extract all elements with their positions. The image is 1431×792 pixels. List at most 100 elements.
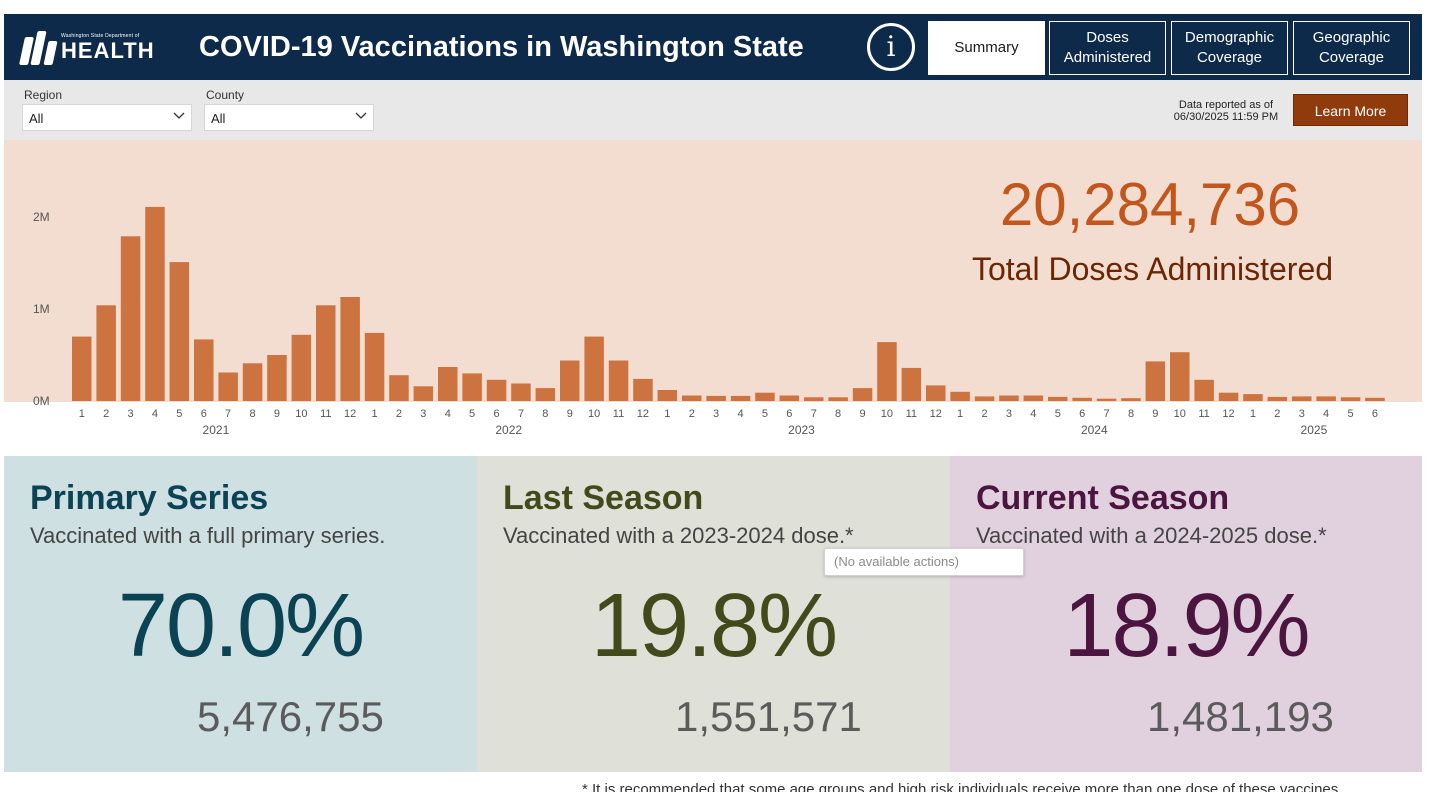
chart-bar[interactable]: [901, 367, 922, 401]
chart-bar[interactable]: [340, 297, 360, 401]
x-tick-label: 5: [469, 408, 475, 420]
chart-bar[interactable]: [682, 395, 702, 402]
chart-bar[interactable]: [242, 363, 263, 401]
y-tick-label: 2M: [33, 210, 50, 224]
chart-bar[interactable]: [194, 339, 214, 401]
chevron-down-icon: [173, 112, 185, 119]
x-tick-label: 11: [1198, 408, 1209, 420]
chart-bar[interactable]: [96, 305, 116, 401]
chart-bar[interactable]: [438, 367, 458, 401]
tab-geographic-coverage[interactable]: Geographic Coverage: [1293, 21, 1410, 75]
chart-bar[interactable]: [291, 334, 312, 401]
chart-bar[interactable]: [1292, 396, 1312, 401]
chart-bar[interactable]: [486, 379, 507, 401]
chart-bar[interactable]: [389, 375, 409, 401]
chart-bar[interactable]: [267, 355, 287, 401]
x-tick-label: 12: [637, 408, 649, 420]
chart-bar[interactable]: [877, 342, 897, 401]
chart-bar[interactable]: [974, 396, 995, 401]
chart-bar[interactable]: [364, 332, 385, 401]
last-season-percent: 19.8%: [590, 576, 838, 676]
current-season-card[interactable]: Current Season Vaccinated with a 2024-20…: [950, 456, 1422, 772]
year-label: 2021: [203, 423, 230, 437]
chart-bar[interactable]: [1145, 361, 1166, 401]
doh-logo[interactable]: Washington State Department of HEALTH: [19, 28, 155, 68]
x-tick-label: 11: [613, 408, 624, 420]
x-tick-label: 3: [713, 408, 719, 420]
total-doses-label: Total Doses Administered: [971, 251, 1334, 287]
x-tick-label: 2: [689, 408, 695, 420]
chart-bar[interactable]: [633, 378, 653, 401]
chart-bar[interactable]: [462, 373, 482, 401]
chart-bar[interactable]: [1096, 398, 1117, 401]
chart-bar[interactable]: [926, 385, 946, 401]
info-icon[interactable]: i: [867, 23, 915, 71]
logo-small-text: Washington State Department of: [61, 33, 140, 39]
chart-bar[interactable]: [72, 336, 92, 401]
chart-bar[interactable]: [1243, 394, 1263, 401]
chart-bar[interactable]: [1267, 396, 1288, 401]
chart-bar[interactable]: [218, 372, 238, 402]
region-dropdown[interactable]: All: [22, 104, 192, 131]
chart-bar[interactable]: [560, 360, 580, 402]
chart-bar[interactable]: [535, 388, 556, 401]
chart-bar[interactable]: [1316, 396, 1336, 401]
chart-bar[interactable]: [1048, 396, 1068, 401]
x-tick-label: 5: [762, 408, 768, 420]
x-tick-label: 10: [295, 408, 307, 420]
chart-bar[interactable]: [1023, 395, 1044, 402]
chart-bar[interactable]: [1365, 397, 1385, 401]
chart-bar[interactable]: [169, 262, 190, 401]
learn-more-button[interactable]: Learn More: [1293, 94, 1408, 126]
x-tick-label: 8: [249, 408, 255, 420]
chart-bar[interactable]: [1218, 392, 1239, 401]
chart-bar[interactable]: [730, 395, 751, 401]
chart-bar[interactable]: [120, 236, 141, 401]
chart-bar[interactable]: [316, 305, 336, 401]
x-tick-label: 1: [371, 408, 377, 420]
x-tick-label: 9: [1152, 408, 1158, 420]
tab-summary[interactable]: Summary: [928, 21, 1045, 75]
chart-bar[interactable]: [511, 383, 531, 402]
primary-series-card[interactable]: Primary Series Vaccinated with a full pr…: [4, 456, 477, 772]
chart-bar[interactable]: [950, 391, 970, 401]
chart-bar[interactable]: [608, 360, 629, 402]
chart-bar[interactable]: [852, 388, 873, 401]
chart-bar[interactable]: [999, 395, 1019, 402]
chart-bar[interactable]: [706, 395, 726, 401]
x-tick-label: 3: [1299, 408, 1305, 420]
chart-bar[interactable]: [755, 392, 775, 401]
chart-bar[interactable]: [413, 386, 434, 401]
logo-mark-icon: [19, 31, 58, 65]
county-dropdown[interactable]: All: [204, 104, 374, 131]
x-tick-label: 1: [79, 408, 85, 420]
chart-bar[interactable]: [804, 397, 824, 401]
tab-demographic-coverage[interactable]: Demographic Coverage: [1171, 21, 1288, 75]
x-tick-label: 2: [1274, 408, 1280, 420]
chart-bar[interactable]: [1121, 398, 1141, 401]
chart-bar[interactable]: [584, 336, 604, 401]
x-tick-label: 9: [567, 408, 573, 420]
chart-bar[interactable]: [657, 390, 678, 401]
last-season-card[interactable]: Last Season Vaccinated with a 2023-2024 …: [477, 456, 950, 772]
chart-bar[interactable]: [828, 397, 848, 401]
chart-bar[interactable]: [779, 395, 800, 402]
last-season-count: 1,551,571: [675, 693, 862, 740]
chart-bar[interactable]: [1072, 397, 1092, 401]
x-tick-label: 10: [588, 408, 600, 420]
reported-line-2: 06/30/2025 11:59 PM: [1173, 111, 1279, 123]
footnote: * It is recommended that some age groups…: [582, 781, 1343, 792]
page-title: COVID-19 Vaccinations in Washington Stat…: [199, 31, 804, 63]
x-tick-label: 2: [981, 408, 987, 420]
no-actions-tooltip: (No available actions): [824, 548, 1024, 576]
chart-bar[interactable]: [1170, 352, 1190, 401]
chart-bar[interactable]: [1194, 379, 1214, 401]
year-label: 2024: [1081, 423, 1108, 437]
tab-doses-administered[interactable]: Doses Administered: [1049, 21, 1166, 75]
chevron-down-icon: [355, 112, 367, 119]
chart-bar[interactable]: [145, 206, 165, 401]
chart-bar[interactable]: [1340, 397, 1361, 401]
x-tick-label: 8: [1128, 408, 1134, 420]
header-bar: Washington State Department of HEALTH CO…: [4, 14, 1422, 80]
x-tick-label: 2: [396, 408, 402, 420]
